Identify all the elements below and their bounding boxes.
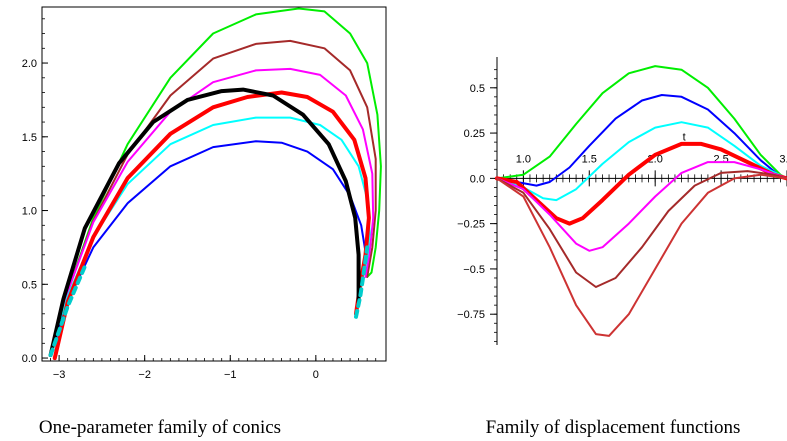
conic-curve-3	[49, 116, 371, 357]
displacement-curve-5	[496, 170, 787, 288]
displacement-curve-4	[496, 161, 787, 252]
displacement-curve-3	[495, 141, 787, 226]
x-tick-label: 1.0	[516, 153, 531, 165]
plot-frame	[41, 6, 387, 362]
y-tick-label: 0.25	[464, 128, 485, 140]
y-tick-label: 0.0	[22, 353, 37, 365]
displacement-curve-0	[496, 65, 787, 180]
y-tick-label: 0.5	[22, 279, 37, 291]
y-tick-label: 0.0	[470, 173, 485, 185]
x-tick-label: −1	[224, 369, 237, 381]
x-tick-label: 2.5	[713, 153, 728, 165]
x-tick-label: 0	[313, 369, 319, 381]
y-tick-label: 0.5	[470, 83, 485, 95]
conics-caption: One-parameter family of conics	[39, 417, 281, 438]
x-tick-label: −2	[138, 369, 151, 381]
conic-curve-5	[52, 90, 371, 361]
conic-curve-4	[49, 140, 367, 357]
displacement-chart: 0.50.250.0−0.25−0.5−0.751.01.52.02.53.0t	[457, 57, 787, 345]
conic-curve-0	[49, 7, 382, 357]
displacement-curve-6	[496, 173, 787, 337]
y-tick-label: −0.25	[457, 219, 485, 231]
conic-curve-7	[48, 264, 87, 358]
y-tick-label: 2.0	[22, 58, 37, 70]
conic-curve-8	[354, 245, 370, 319]
conic-curve-1	[49, 39, 377, 357]
y-tick-label: −0.75	[457, 309, 485, 321]
y-tick-label: 1.0	[22, 206, 37, 218]
conic-curve-6	[48, 87, 361, 358]
x-tick-label: 1.5	[582, 153, 597, 165]
x-tick-label: −3	[53, 369, 66, 381]
y-tick-label: 1.5	[22, 132, 37, 144]
displacement-curve-2	[496, 121, 787, 202]
displacement-caption: Family of displacement functions	[486, 417, 741, 438]
displacement-curve-1	[496, 94, 787, 187]
x-tick-label: 3.0	[779, 153, 787, 165]
y-tick-label: −0.5	[463, 264, 485, 276]
conics-chart: −3 −2 −1 0 0.0 0.5 1.0 1.5 2.0	[22, 6, 387, 381]
conic-curve-2	[49, 67, 375, 357]
x-axis-label: t	[683, 131, 686, 143]
